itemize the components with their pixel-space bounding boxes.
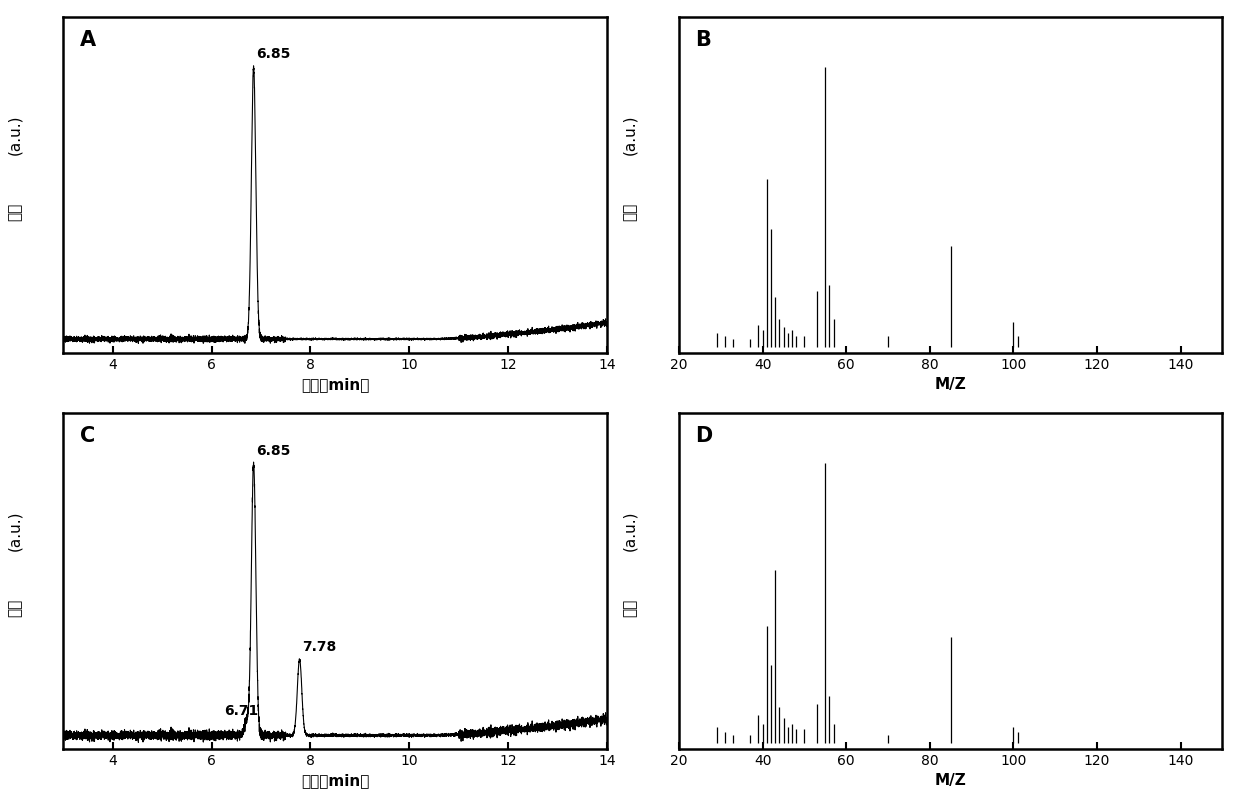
X-axis label: M/Z: M/Z xyxy=(934,377,966,392)
Text: B: B xyxy=(695,30,711,50)
Text: 强度: 强度 xyxy=(623,202,638,221)
Text: (a.u.): (a.u.) xyxy=(7,114,22,155)
X-axis label: M/Z: M/Z xyxy=(934,774,966,788)
Text: 6.71: 6.71 xyxy=(224,704,258,717)
Text: 6.85: 6.85 xyxy=(256,47,290,61)
X-axis label: 时间（min）: 时间（min） xyxy=(301,774,369,788)
Text: 强度: 强度 xyxy=(7,202,22,221)
Text: 强度: 强度 xyxy=(623,599,638,617)
Text: (a.u.): (a.u.) xyxy=(7,510,22,551)
Text: (a.u.): (a.u.) xyxy=(623,510,638,551)
Text: 6.85: 6.85 xyxy=(256,444,290,458)
X-axis label: 时间（min）: 时间（min） xyxy=(301,377,369,392)
Text: 7.78: 7.78 xyxy=(302,640,336,654)
Text: 强度: 强度 xyxy=(7,599,22,617)
Text: (a.u.): (a.u.) xyxy=(623,114,638,155)
Text: D: D xyxy=(695,427,712,446)
Text: A: A xyxy=(79,30,95,50)
Text: C: C xyxy=(79,427,95,446)
